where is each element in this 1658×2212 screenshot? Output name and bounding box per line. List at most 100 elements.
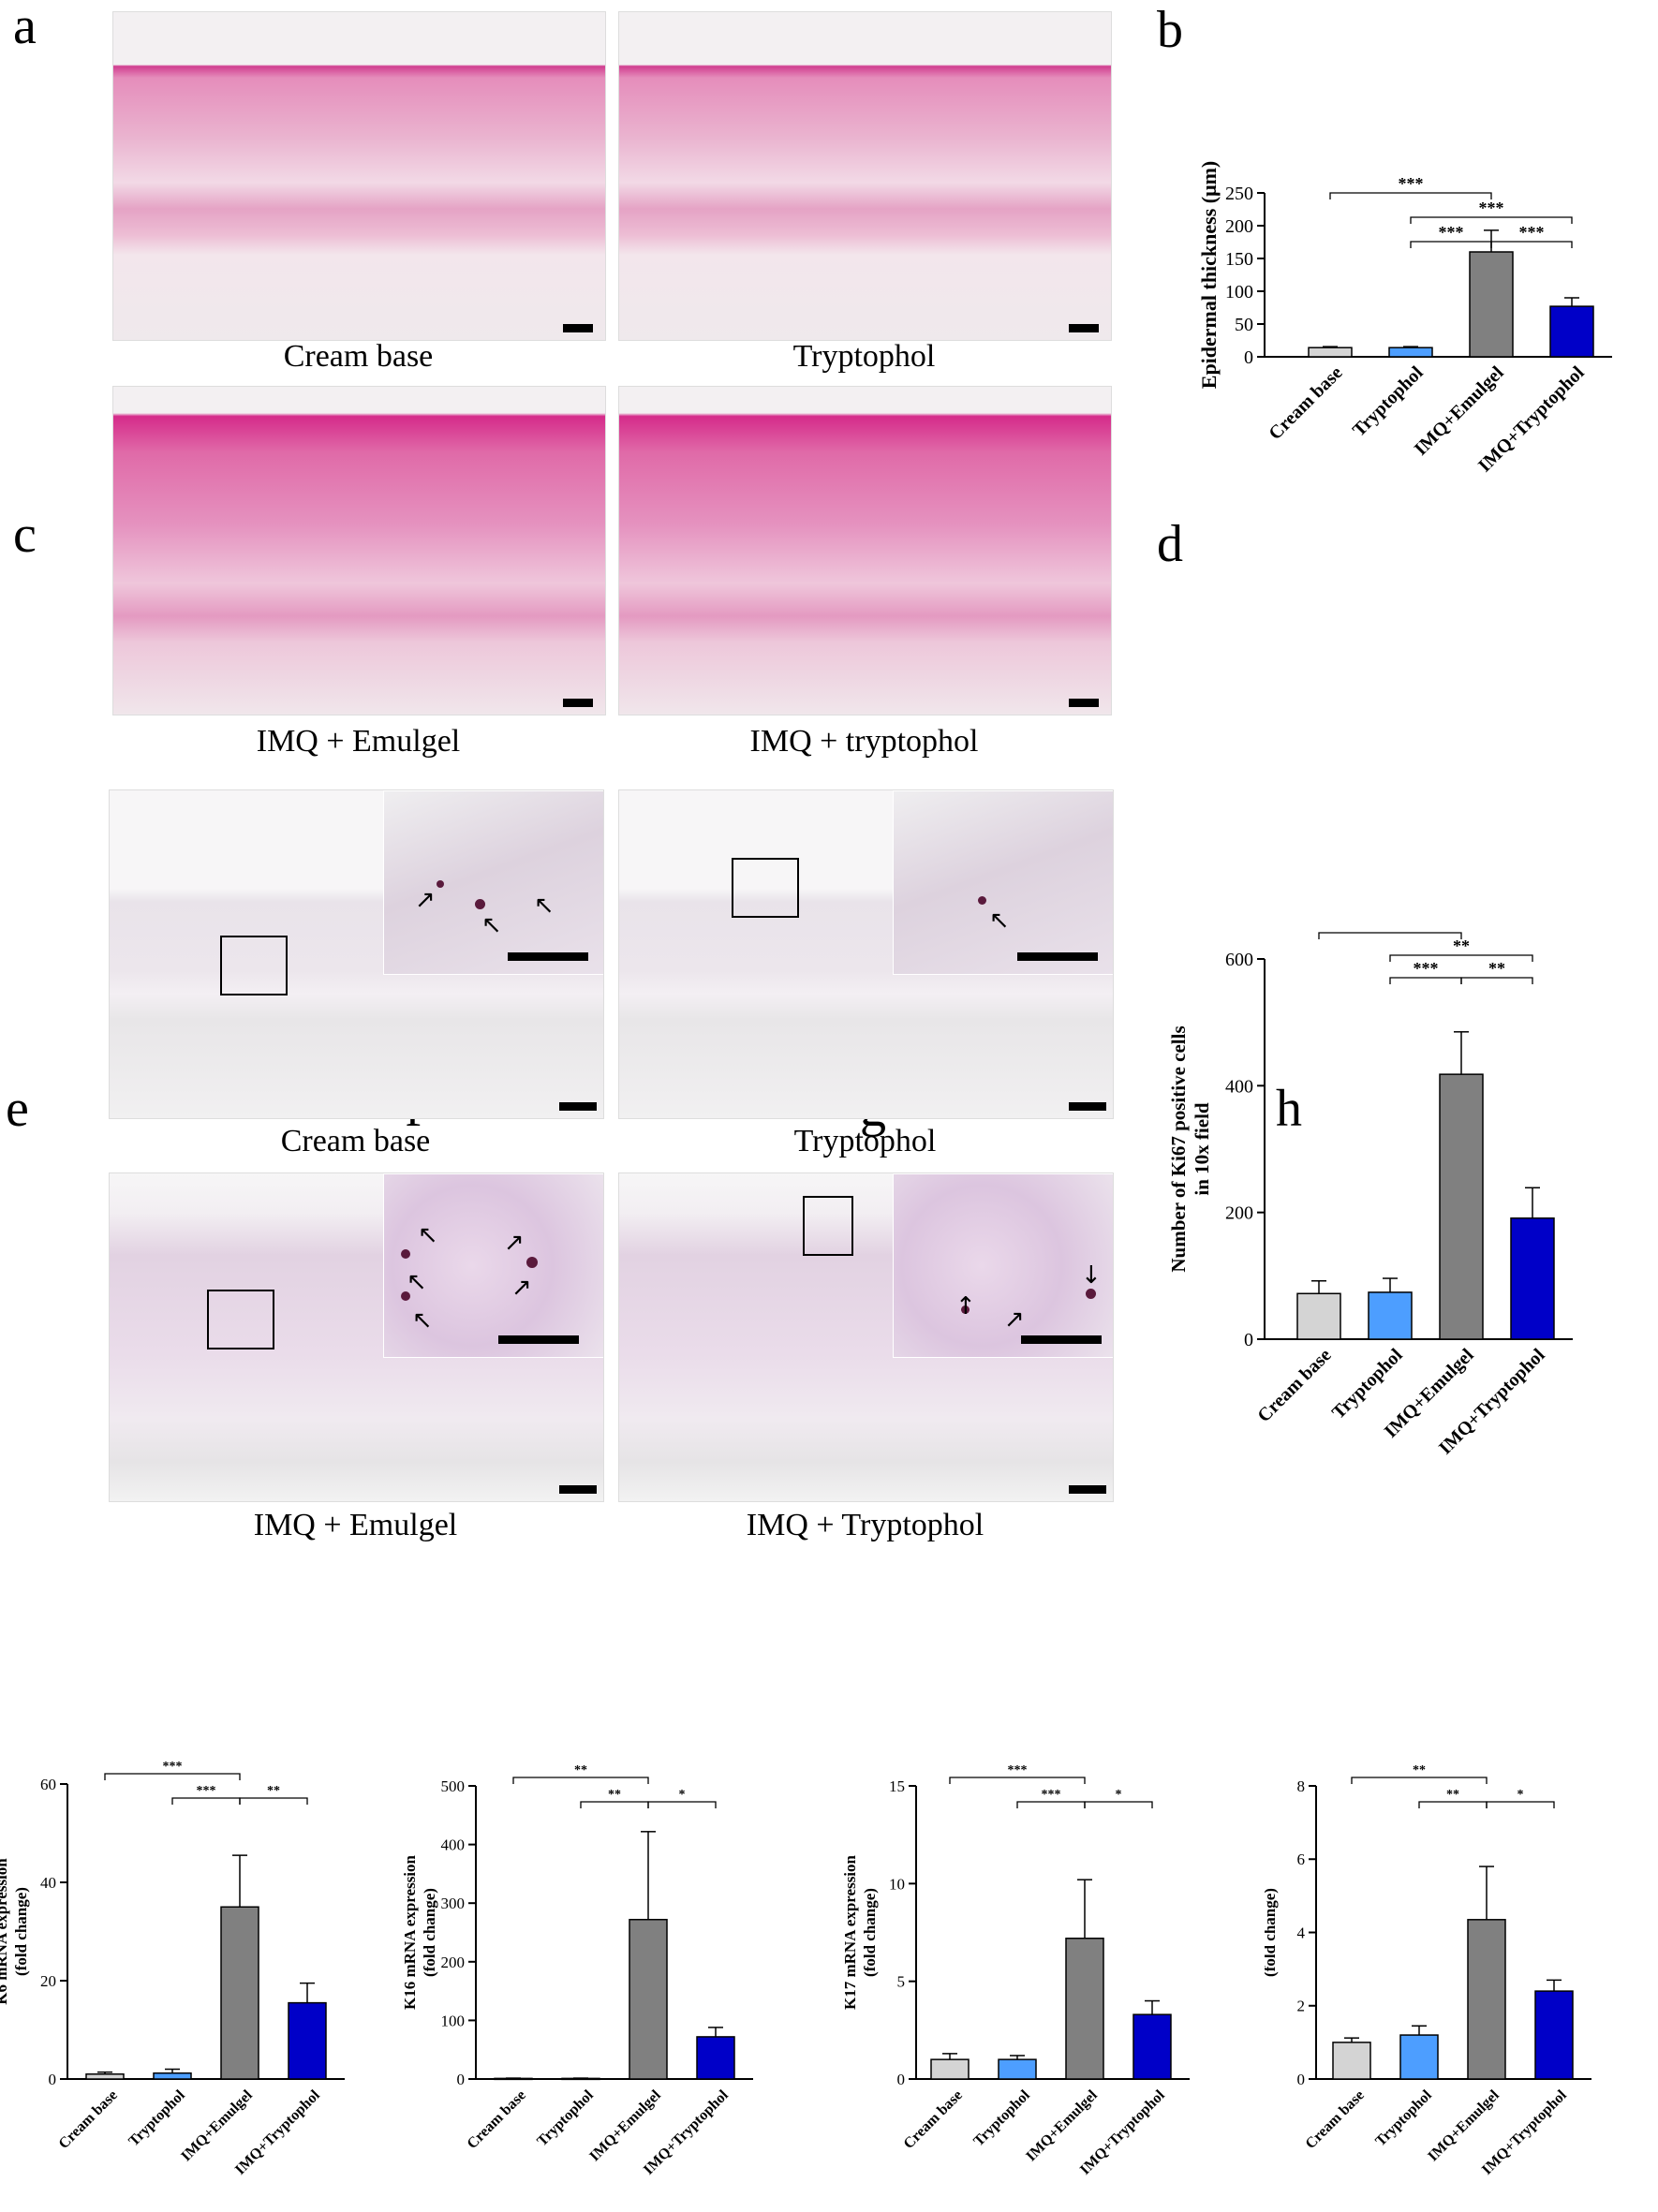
significance-bracket bbox=[1329, 192, 1492, 199]
he-label-imq-tryptophol: IMQ + tryptophol bbox=[749, 724, 979, 759]
magnified-inset: ↗ ↖ ↖ bbox=[383, 790, 603, 975]
arrow-icon: ↗ bbox=[504, 1229, 525, 1257]
bar bbox=[696, 2036, 735, 2080]
x-tick-label: Tryptophol bbox=[126, 2087, 188, 2149]
he-micrograph-cream-base bbox=[112, 11, 606, 341]
he-label-cream-base: Cream base bbox=[283, 339, 434, 374]
he-micrograph-tryptophol bbox=[618, 11, 1112, 341]
scale-bar bbox=[559, 1485, 597, 1494]
chart-k16-mrna: 0 100 200 300 400 500 K16 mRNA expression (fold… bbox=[403, 1763, 753, 2178]
x-tick-label: Cream base bbox=[1303, 2087, 1368, 2152]
bar bbox=[1399, 2034, 1439, 2080]
y-tick-label: 0 bbox=[457, 2071, 466, 2088]
significance-bracket bbox=[1490, 241, 1573, 248]
y-tick-label: 4 bbox=[1297, 1924, 1306, 1941]
significance-label: ** bbox=[1453, 936, 1470, 955]
x-tick-label: Cream base bbox=[465, 2087, 529, 2152]
scale-bar bbox=[1069, 1485, 1106, 1494]
scale-bar bbox=[1017, 952, 1098, 961]
bar bbox=[1534, 1990, 1574, 2080]
y-tick-label: 0 bbox=[49, 2071, 57, 2088]
significance-label: ** bbox=[267, 1784, 280, 1798]
y-tick-label: 15 bbox=[889, 1777, 905, 1795]
bar bbox=[153, 2072, 192, 2080]
x-tick-label: Cream base bbox=[901, 2087, 966, 2152]
bar bbox=[1439, 1073, 1484, 1340]
y-axis-label: (fold change) bbox=[12, 1887, 30, 1976]
bar bbox=[1308, 347, 1353, 358]
significance-label: * bbox=[1116, 1788, 1122, 1802]
y-axis-label: K17 mRNA expression bbox=[843, 1854, 859, 2010]
x-tick-label: Cream base bbox=[56, 2087, 121, 2152]
ihc-label-cream-base: Cream base bbox=[280, 1124, 431, 1158]
y-tick-label: 8 bbox=[1297, 1777, 1306, 1795]
scale-bar bbox=[563, 699, 593, 707]
ihc-micrograph-cream-base: ↗ ↖ ↖ bbox=[109, 789, 604, 1119]
scale-bar bbox=[1021, 1335, 1102, 1344]
arrow-icon: ↖ bbox=[989, 907, 1010, 935]
significance-label: ** bbox=[1413, 1763, 1426, 1777]
significance-bracket bbox=[104, 1773, 241, 1780]
significance-bracket bbox=[512, 1777, 649, 1784]
y-tick-label: 40 bbox=[40, 1874, 56, 1892]
bar bbox=[1549, 305, 1594, 358]
y-tick-label: 600 bbox=[1225, 950, 1253, 970]
ihc-label-imq-emulgel: IMQ + Emulgel bbox=[253, 1508, 458, 1542]
scale-bar bbox=[498, 1335, 579, 1344]
scale-bar bbox=[1069, 699, 1099, 707]
y-tick-label: 200 bbox=[1225, 1203, 1253, 1224]
panel-letter-a: a bbox=[13, 0, 37, 55]
y-tick-label: 150 bbox=[1225, 249, 1253, 270]
ihc-label-imq-tryptophol: IMQ + Tryptophol bbox=[746, 1508, 984, 1542]
arrow-icon: ↖ bbox=[412, 1306, 433, 1335]
arrow-icon: ↗ bbox=[415, 886, 436, 914]
significance-label: *** bbox=[1399, 174, 1424, 193]
significance-label: ** bbox=[1488, 959, 1505, 978]
panel-letter-b: b bbox=[1157, 1, 1183, 59]
y-tick-label: 100 bbox=[441, 2012, 466, 2029]
y-axis-label: K6 mRNA expression bbox=[0, 1858, 10, 2005]
panel-letter-d: d bbox=[1157, 515, 1183, 573]
significance-label: *** bbox=[1008, 1763, 1028, 1777]
y-tick-label: 0 bbox=[1297, 2071, 1306, 2088]
significance-label: ** bbox=[574, 1763, 587, 1777]
x-tick-label: IMQ+Emulgel bbox=[1023, 2087, 1101, 2164]
significance-label: ** bbox=[608, 1788, 621, 1802]
roi-box bbox=[220, 936, 288, 995]
bar bbox=[1296, 1292, 1341, 1340]
he-label-tryptophol: Tryptophol bbox=[792, 339, 936, 374]
y-tick-label: 100 bbox=[1225, 282, 1253, 302]
significance-label: *** bbox=[1414, 959, 1439, 978]
significance-label: *** bbox=[1042, 1788, 1061, 1802]
x-tick-label: Tryptophol bbox=[1349, 362, 1428, 441]
y-tick-label: 20 bbox=[40, 1972, 56, 1990]
panel-letter-e: e bbox=[6, 1080, 29, 1138]
significance-bracket bbox=[1486, 1801, 1555, 1808]
scale-bar bbox=[1069, 324, 1099, 332]
y-tick-label: 500 bbox=[441, 1777, 466, 1795]
significance-bracket bbox=[580, 1801, 649, 1808]
significance-label: *** bbox=[163, 1760, 183, 1774]
x-tick-label: Tryptophol bbox=[970, 2087, 1033, 2149]
ihc-micrograph-imq-emulgel: ↖ ↖ ↖ ↗ ↗ bbox=[109, 1172, 604, 1502]
y-axis-label: (fold change) bbox=[861, 1888, 879, 1977]
bar bbox=[1469, 251, 1514, 358]
bar bbox=[930, 2058, 970, 2080]
y-axis-label: Epidermal thickness (μm) bbox=[1197, 161, 1221, 389]
scale-bar bbox=[508, 952, 588, 961]
x-tick-label: IMQ+Emulgel bbox=[178, 2087, 256, 2164]
magnified-inset: ↑ ↗ ↓ bbox=[893, 1173, 1113, 1358]
significance-bracket bbox=[1016, 1801, 1086, 1808]
x-tick-label: Tryptophol bbox=[1328, 1345, 1407, 1423]
arrow-icon: ↗ bbox=[1004, 1305, 1025, 1334]
x-tick-label: Tryptophol bbox=[534, 2087, 597, 2149]
x-tick-label: IMQ+Emulgel bbox=[1425, 2087, 1503, 2164]
y-tick-label: 250 bbox=[1225, 184, 1253, 204]
significance-label: *** bbox=[1439, 223, 1464, 242]
x-tick-label: Cream base bbox=[1265, 362, 1346, 444]
significance-bracket bbox=[239, 1797, 308, 1805]
bar bbox=[220, 1906, 259, 2080]
arrow-icon: ↗ bbox=[511, 1274, 532, 1302]
ihc-label-tryptophol: Tryptophol bbox=[793, 1124, 937, 1158]
roi-box bbox=[803, 1196, 853, 1256]
